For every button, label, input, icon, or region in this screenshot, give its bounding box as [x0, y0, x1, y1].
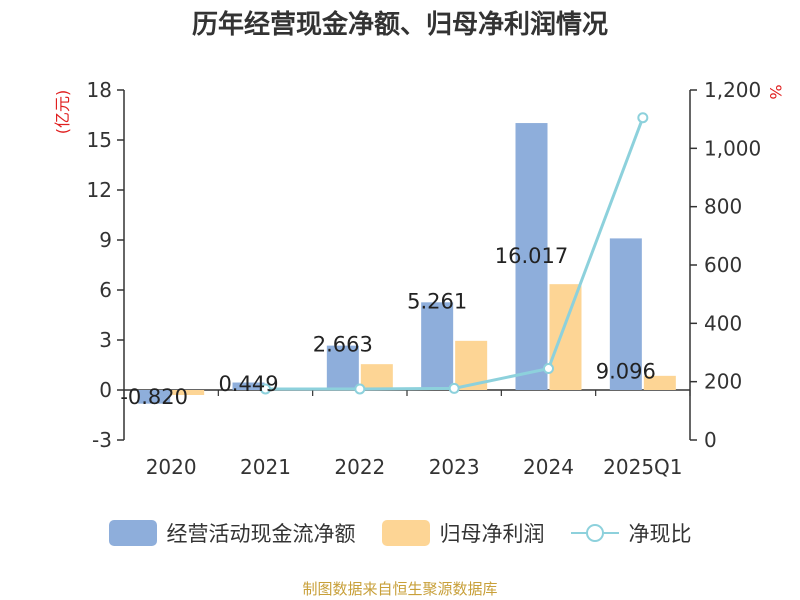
right-tick-label: 800	[704, 195, 742, 219]
right-tick-label: 600	[704, 253, 742, 277]
point-cash-ratio	[354, 383, 366, 395]
point-cash-ratio	[260, 383, 271, 395]
bar-operating-cash-flow	[326, 345, 359, 390]
left-tick-label: 0	[99, 378, 112, 402]
legend-item-net-profit[interactable]: 归母净利润	[381, 518, 545, 548]
data-label-operating-cash-flow: 9.096	[596, 359, 656, 383]
chart-title: 历年经营现金净额、归母净利润情况	[191, 10, 608, 40]
right-tick-label: 1,000	[704, 136, 761, 160]
left-axis-unit: (亿元)	[53, 90, 72, 135]
data-label-operating-cash-flow: 16.017	[495, 244, 568, 268]
chart-legend: 经营活动现金流净额 归母净利润 净现比	[0, 518, 800, 548]
x-tick-label: 2024	[523, 455, 574, 479]
right-tick-label: 0	[704, 428, 717, 452]
bar-operating-cash-flow	[232, 382, 265, 390]
bar-operating-cash-flow	[421, 302, 454, 390]
x-tick-label: 2025Q1	[603, 455, 682, 479]
legend-label-net-profit: 归母净利润	[439, 522, 545, 546]
bar-net-profit	[172, 390, 205, 395]
x-tick-label: 2023	[429, 455, 480, 479]
data-label-operating-cash-flow: 2.663	[313, 333, 373, 357]
point-cash-ratio	[637, 112, 649, 124]
x-tick-label: 2021	[240, 455, 291, 479]
bar-net-profit	[643, 375, 676, 390]
right-tick-label: 1,200	[704, 78, 761, 102]
x-tick-label: 2022	[334, 455, 385, 479]
right-tick-label: 400	[704, 311, 742, 335]
point-cash-ratio	[543, 363, 554, 375]
bar-operating-cash-flow	[609, 238, 642, 390]
left-tick-label: 3	[99, 328, 112, 352]
legend-line-marker-icon	[570, 520, 619, 546]
bar-operating-cash-flow	[138, 390, 171, 404]
x-tick-label: 2020	[146, 455, 197, 479]
legend-item-operating-cash-flow[interactable]: 经营活动现金流净额	[108, 518, 356, 548]
right-axis-unit: %	[766, 84, 785, 99]
data-source-note: 制图数据来自恒生聚源数据库	[302, 580, 498, 598]
data-label-operating-cash-flow: 5.261	[407, 289, 467, 313]
legend-item-cash-ratio[interactable]: 净现比	[570, 518, 692, 548]
bar-operating-cash-flow	[515, 123, 548, 391]
left-tick-label: 18	[87, 78, 112, 102]
bar-net-profit	[360, 364, 393, 390]
legend-label-cash-ratio: 净现比	[628, 522, 692, 546]
left-tick-label: 12	[87, 178, 112, 202]
left-tick-label: -3	[92, 428, 112, 452]
left-tick-label: 15	[87, 128, 112, 152]
point-cash-ratio	[448, 382, 460, 394]
data-label-operating-cash-flow: -0.820	[120, 385, 188, 409]
legend-swatch-net-profit	[381, 520, 430, 546]
bar-net-profit	[549, 284, 582, 390]
legend-label-operating-cash-flow: 经营活动现金流净额	[166, 522, 356, 546]
left-tick-label: 6	[99, 278, 112, 302]
data-label-operating-cash-flow: 0.449	[218, 372, 278, 396]
legend-swatch-operating-cash-flow	[108, 520, 157, 546]
left-tick-label: 9	[99, 228, 112, 252]
right-tick-label: 200	[704, 370, 742, 394]
